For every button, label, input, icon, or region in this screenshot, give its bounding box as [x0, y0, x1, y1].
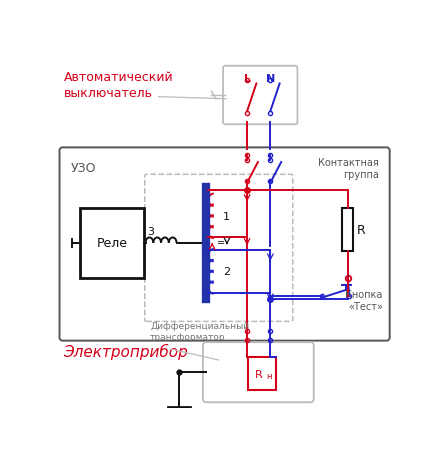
Text: УЗО: УЗО [70, 162, 95, 175]
Bar [342, 209, 353, 251]
Text: L: L [243, 73, 250, 84]
Text: Электроприбор: Электроприбор [63, 343, 187, 359]
Text: N: N [265, 73, 274, 84]
Text: Дифференциальный
трансформатор: Дифференциальный трансформатор [150, 322, 249, 341]
Bar [79, 209, 144, 278]
Text: 1: 1 [223, 212, 230, 221]
Bar [247, 357, 276, 390]
Text: Автоматический
выключатель: Автоматический выключатель [64, 71, 173, 100]
Text: 3: 3 [147, 226, 154, 236]
FancyBboxPatch shape [202, 342, 313, 403]
Text: н: н [265, 371, 271, 381]
Text: R: R [254, 369, 262, 379]
FancyBboxPatch shape [223, 67, 297, 125]
Text: Кнопка
«Тест»: Кнопка «Тест» [345, 290, 382, 311]
Text: R: R [356, 224, 365, 236]
Text: =: = [216, 238, 224, 247]
Text: 2: 2 [223, 267, 230, 277]
Text: Реле: Реле [96, 237, 127, 250]
Text: Контактная
группа: Контактная группа [318, 158, 378, 179]
